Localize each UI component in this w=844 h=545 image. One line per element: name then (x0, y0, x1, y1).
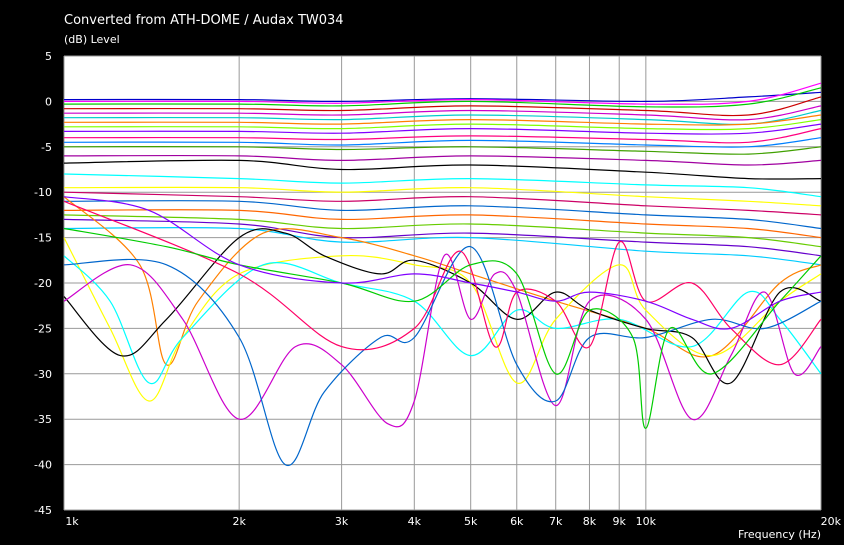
series-line-9 (63, 128, 822, 144)
series-line-15 (63, 186, 822, 207)
x-tick-label: 2k (232, 515, 246, 528)
series-line-4 (63, 105, 822, 121)
series-line-24 (63, 255, 822, 385)
series-line-17 (63, 200, 822, 230)
series-line-1 (63, 82, 822, 105)
y-tick-label: -30 (34, 368, 52, 381)
x-tick-labels: 1k 2k 3k 4k 5k 6k 7k 8k 9k 10k 20k (65, 515, 841, 528)
y-tick-label: -15 (34, 232, 52, 245)
x-tick-label: 5k (464, 515, 478, 528)
x-tick-label: 3k (335, 515, 349, 528)
y-tick-label: -10 (34, 186, 52, 199)
x-tick-label: 1k (65, 515, 79, 528)
y-tick-label: 5 (45, 50, 52, 63)
y-tick-label: 0 (45, 95, 52, 108)
series-line-2 (63, 87, 822, 108)
x-tick-label: 10k (636, 515, 657, 528)
series-line-12 (63, 154, 822, 166)
series-line-13 (63, 159, 822, 180)
series-line-16 (63, 191, 822, 216)
series-line-21 (63, 226, 822, 266)
series-line-27 (63, 246, 822, 467)
series-line-10 (63, 137, 822, 148)
series-line-3 (63, 96, 822, 117)
x-tick-label: 6k (510, 515, 524, 528)
x-tick-label: 4k (408, 515, 422, 528)
x-tick-label: 9k (613, 515, 627, 528)
y-tick-label: -45 (34, 504, 52, 517)
series-line-19 (63, 214, 822, 248)
series-layer (63, 82, 822, 467)
y-tick-label: -35 (34, 413, 52, 426)
y-tick-label: -20 (34, 277, 52, 290)
series-line-6 (63, 114, 822, 126)
series-line-18 (63, 209, 822, 239)
x-tick-label: 20k (821, 515, 842, 528)
series-line-26 (63, 253, 822, 428)
y-tick-label: -40 (34, 459, 52, 472)
y-tick-label: -5 (41, 141, 52, 154)
series-line-11 (63, 145, 822, 155)
chart-title: Converted from ATH-DOME / Audax TW034 (64, 13, 344, 28)
series-line-7 (63, 119, 822, 131)
series-line-30 (63, 196, 822, 330)
series-line-20 (63, 218, 822, 257)
series-line-28 (63, 200, 822, 366)
x-tick-label: 8k (583, 515, 597, 528)
series-line-14 (63, 173, 822, 198)
y-axis-label: (dB) Level (64, 33, 120, 46)
y-tick-label: -25 (34, 322, 52, 335)
series-line-29 (63, 227, 822, 429)
x-tick-label: 7k (549, 515, 563, 528)
y-tick-labels: 5 0 -5 -10 -15 -20 -25 -30 -35 -40 -45 (34, 50, 52, 517)
series-line-8 (63, 123, 822, 135)
series-line-0 (63, 91, 822, 103)
x-axis-label: Frequency (Hz) (738, 528, 821, 541)
